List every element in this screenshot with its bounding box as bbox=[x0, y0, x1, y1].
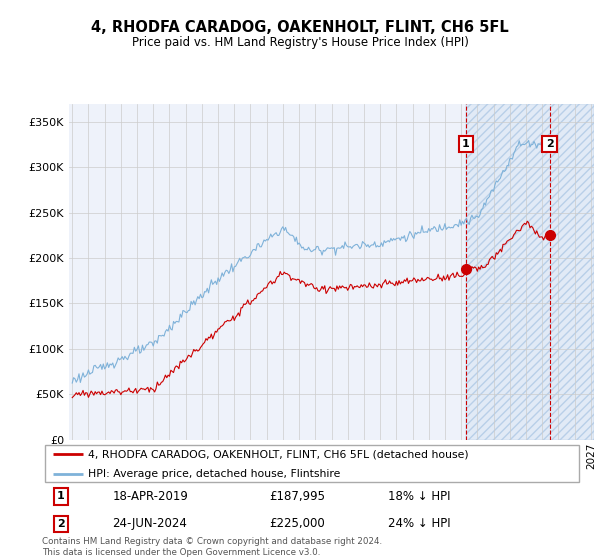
Text: 24-JUN-2024: 24-JUN-2024 bbox=[112, 517, 187, 530]
Text: 1: 1 bbox=[462, 139, 470, 149]
Text: 2: 2 bbox=[546, 139, 553, 149]
Text: 2: 2 bbox=[57, 519, 65, 529]
Text: 4, RHODFA CARADOG, OAKENHOLT, FLINT, CH6 5FL (detached house): 4, RHODFA CARADOG, OAKENHOLT, FLINT, CH6… bbox=[88, 449, 469, 459]
FancyBboxPatch shape bbox=[45, 445, 580, 482]
Text: 1: 1 bbox=[57, 492, 65, 502]
Text: HPI: Average price, detached house, Flintshire: HPI: Average price, detached house, Flin… bbox=[88, 469, 340, 479]
Text: £187,995: £187,995 bbox=[269, 490, 325, 503]
Text: 18% ↓ HPI: 18% ↓ HPI bbox=[388, 490, 450, 503]
Text: £225,000: £225,000 bbox=[269, 517, 325, 530]
Text: Contains HM Land Registry data © Crown copyright and database right 2024.
This d: Contains HM Land Registry data © Crown c… bbox=[42, 537, 382, 557]
Bar bbox=[466, 104, 594, 440]
Text: 18-APR-2019: 18-APR-2019 bbox=[112, 490, 188, 503]
Text: Price paid vs. HM Land Registry's House Price Index (HPI): Price paid vs. HM Land Registry's House … bbox=[131, 36, 469, 49]
Bar bbox=[466, 104, 594, 440]
Text: 4, RHODFA CARADOG, OAKENHOLT, FLINT, CH6 5FL: 4, RHODFA CARADOG, OAKENHOLT, FLINT, CH6… bbox=[91, 20, 509, 35]
Text: 24% ↓ HPI: 24% ↓ HPI bbox=[388, 517, 450, 530]
